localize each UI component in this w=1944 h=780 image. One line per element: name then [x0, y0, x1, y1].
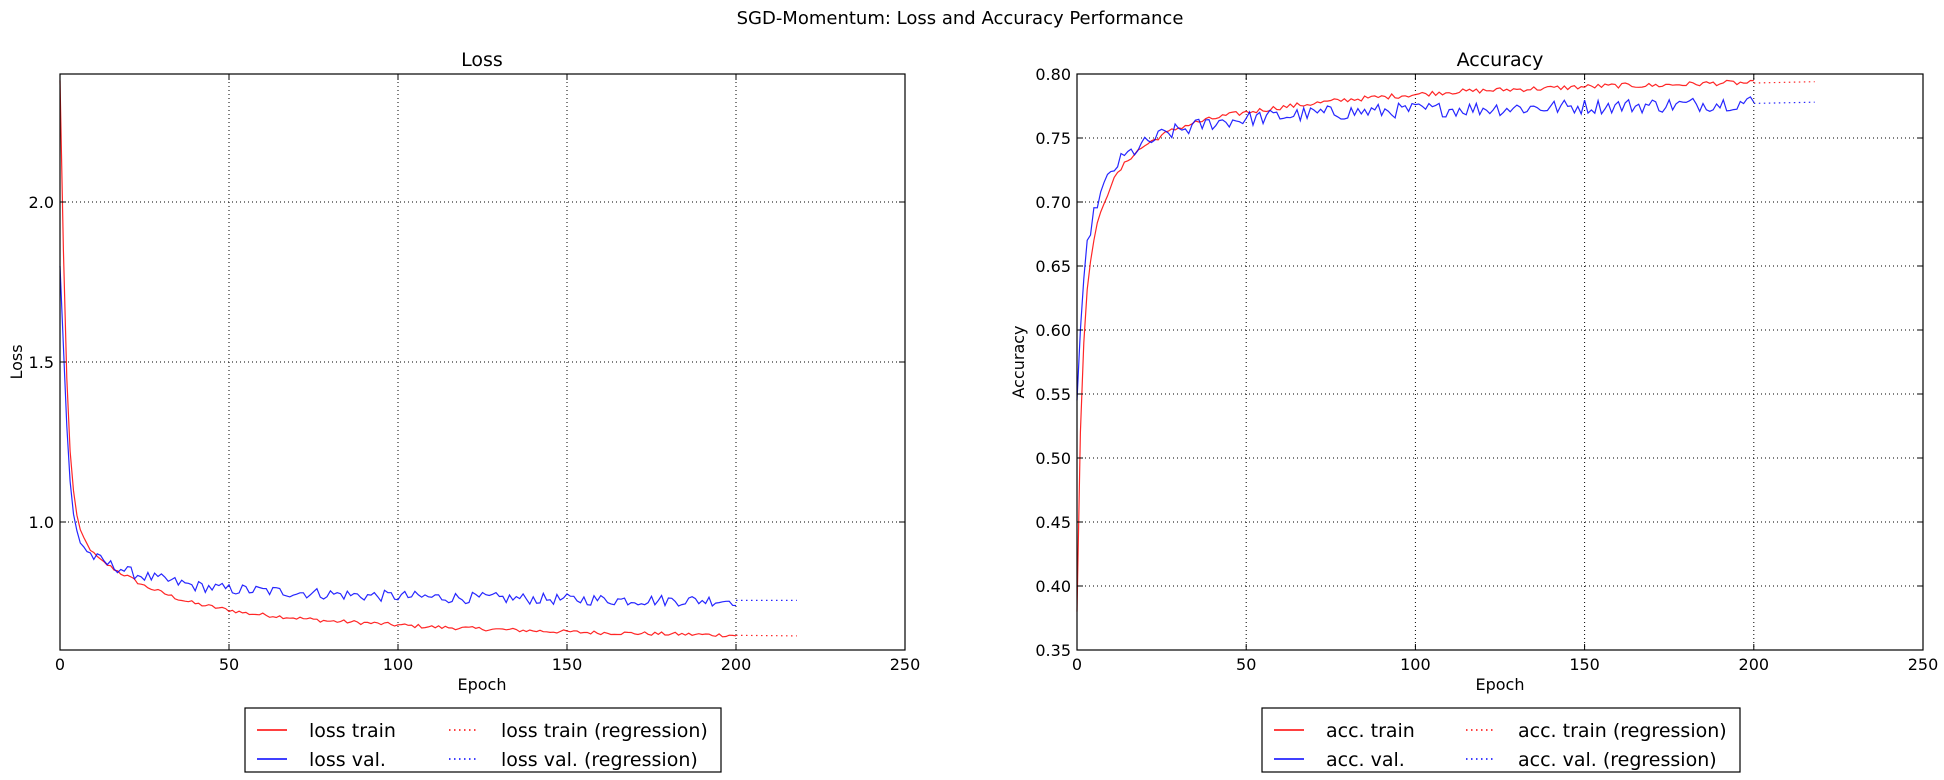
accuracy-y-tick-label: 0.40 — [1035, 577, 1071, 596]
loss-x-tick-label: 100 — [383, 655, 414, 674]
loss-series-loss-val- — [59, 265, 737, 608]
accuracy-x-label: Epoch — [1476, 675, 1525, 694]
accuracy-legend-label: acc. train (regression) — [1518, 720, 1727, 742]
loss-x-tick-label: 0 — [55, 655, 65, 674]
accuracy-y-tick-label: 0.70 — [1035, 193, 1071, 212]
loss-grid — [60, 74, 905, 650]
loss-x-tick-label: 200 — [721, 655, 752, 674]
loss-legend-label: loss train — [309, 720, 396, 742]
loss-x-tick-label: 50 — [219, 655, 239, 674]
loss-y-tick-label: 1.5 — [29, 353, 54, 372]
accuracy-y-tick-label: 0.35 — [1035, 641, 1071, 660]
accuracy-ticks: 0 50 100 150 200 250 0.35 0.40 0.45 0.50 0.55 0.60 0… — [1035, 65, 1938, 674]
accuracy-series-acc-train — [1076, 79, 1754, 612]
loss-title: Loss — [461, 49, 503, 71]
accuracy-legend-label: acc. val. — [1326, 749, 1405, 771]
accuracy-series-acc-val-regression- — [1753, 101, 1815, 104]
loss-series-loss-train-regression- — [735, 634, 797, 637]
accuracy-x-tick-label: 100 — [1400, 655, 1431, 674]
loss-legend: loss train loss val. loss train (regressio… — [244, 707, 722, 773]
accuracy-series-acc-val- — [1076, 96, 1755, 401]
accuracy-y-tick-label: 0.60 — [1035, 321, 1071, 340]
loss-y-tick-label: 1.0 — [29, 513, 54, 532]
accuracy-x-tick-label: 150 — [1569, 655, 1600, 674]
accuracy-title: Accuracy — [1457, 49, 1544, 71]
loss-legend-label: loss val. — [309, 749, 386, 771]
accuracy-legend-label: acc. train — [1326, 720, 1415, 742]
accuracy-y-label: Accuracy — [1009, 325, 1028, 398]
accuracy-legend-box — [1261, 707, 1741, 773]
accuracy-y-tick-label: 0.50 — [1035, 449, 1071, 468]
loss-plot-frame — [59, 73, 906, 651]
accuracy-y-tick-label: 0.80 — [1035, 65, 1071, 84]
accuracy-x-tick-label: 200 — [1739, 655, 1770, 674]
loss-series-loss-train — [59, 80, 737, 638]
loss-legend-label: loss val. (regression) — [501, 749, 698, 771]
loss-series — [59, 80, 797, 638]
accuracy-y-tick-label: 0.75 — [1035, 129, 1071, 148]
accuracy-y-tick-label: 0.55 — [1035, 385, 1071, 404]
accuracy-legend: acc. train acc. val. acc. train (regressio… — [1261, 707, 1741, 773]
accuracy-series — [1076, 79, 1815, 612]
accuracy-plot-frame — [1076, 73, 1924, 651]
loss-legend-label: loss train (regression) — [501, 720, 708, 742]
loss-ticks: 0 50 100 150 200 250 1.0 1.5 2.0 — [29, 74, 921, 674]
accuracy-grid — [1077, 74, 1923, 650]
loss-legend-box — [244, 707, 722, 773]
loss-x-tick-label: 250 — [890, 655, 921, 674]
loss-x-tick-label: 150 — [552, 655, 583, 674]
figure-title: SGD-Momentum: Loss and Accuracy Performa… — [737, 8, 1184, 29]
accuracy-x-tick-label: 250 — [1908, 655, 1939, 674]
accuracy-legend-label: acc. val. (regression) — [1518, 749, 1717, 771]
accuracy-x-tick-label: 0 — [1072, 655, 1082, 674]
accuracy-y-tick-label: 0.45 — [1035, 513, 1071, 532]
accuracy-panel: Accuracy 0 50 100 150 200 250 0.35 0.40 0.45 0.50… — [1009, 49, 1938, 773]
accuracy-series-acc-train-regression- — [1753, 81, 1815, 84]
loss-x-label: Epoch — [458, 675, 507, 694]
loss-y-label: Loss — [7, 344, 26, 379]
loss-panel: Loss 0 50 100 150 200 250 1.0 1.5 2.0 Epoch Loss… — [7, 49, 921, 773]
accuracy-y-tick-label: 0.65 — [1035, 257, 1071, 276]
loss-y-tick-label: 2.0 — [29, 193, 54, 212]
accuracy-x-tick-label: 50 — [1236, 655, 1256, 674]
